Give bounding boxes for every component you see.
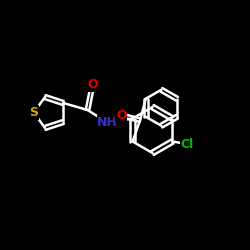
Text: Cl: Cl — [181, 138, 194, 150]
Text: O: O — [116, 109, 127, 122]
Text: S: S — [29, 106, 38, 119]
Text: NH: NH — [97, 116, 118, 129]
Text: O: O — [87, 78, 98, 92]
